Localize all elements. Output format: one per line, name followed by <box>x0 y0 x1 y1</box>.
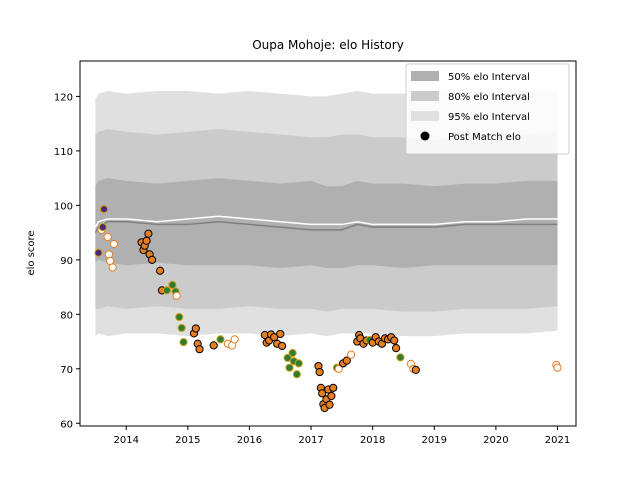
post-match-elo-point <box>347 350 356 359</box>
post-match-elo-point <box>108 263 117 272</box>
y-axis-label: elo score <box>26 230 37 275</box>
x-tick-label: 2021 <box>545 435 570 446</box>
post-match-elo-point <box>329 383 338 392</box>
post-match-elo-point <box>318 389 327 398</box>
post-match-elo-point <box>177 323 186 333</box>
chart-title: Oupa Mohoje: elo History <box>252 38 404 52</box>
legend-swatch <box>411 71 439 81</box>
post-match-elo-point <box>325 400 334 409</box>
post-match-elo-point <box>175 312 184 322</box>
post-match-elo-point <box>276 329 285 339</box>
post-match-elo-point <box>292 370 301 379</box>
post-match-elo-point <box>285 363 294 372</box>
post-match-elo-point <box>155 266 165 275</box>
legend-swatch <box>411 91 439 101</box>
post-match-elo-point <box>294 359 303 368</box>
legend-label: 80% elo Interval <box>448 92 530 103</box>
post-match-elo-point <box>315 367 324 377</box>
y-tick-label: 120 <box>54 92 73 103</box>
legend-label: Post Match elo <box>448 132 521 143</box>
post-match-elo-point <box>99 205 109 214</box>
x-tick-label: 2020 <box>483 435 508 446</box>
post-match-elo-point <box>172 291 181 300</box>
post-match-elo-point <box>334 364 343 373</box>
legend-label: 50% elo Interval <box>448 72 530 83</box>
post-match-elo-point <box>209 341 218 350</box>
post-match-elo-point <box>98 223 107 232</box>
y-tick-label: 90 <box>60 256 73 267</box>
x-tick-label: 2014 <box>113 435 138 446</box>
post-match-elo-point <box>411 365 420 374</box>
x-tick-label: 2019 <box>422 435 447 446</box>
legend-swatch <box>411 111 439 121</box>
y-tick-label: 70 <box>60 365 73 376</box>
y-tick-label: 110 <box>54 147 73 158</box>
post-match-elo-point <box>283 353 292 363</box>
post-match-elo-point <box>103 232 112 242</box>
post-match-elo-point <box>142 236 151 245</box>
post-match-elo-point <box>391 343 401 353</box>
y-tick-label: 100 <box>54 201 73 212</box>
y-tick-label: 60 <box>60 419 73 430</box>
x-tick-label: 2017 <box>298 435 323 446</box>
post-match-elo-point <box>216 335 225 344</box>
x-tick-label: 2016 <box>237 435 262 446</box>
post-match-elo-point <box>390 336 399 345</box>
post-match-elo-point <box>179 338 188 347</box>
post-match-elo-point <box>230 335 239 344</box>
post-match-elo-point <box>342 356 351 365</box>
post-match-elo-point <box>269 333 279 342</box>
legend-label: 95% elo Interval <box>448 112 530 123</box>
post-match-elo-point <box>162 286 171 295</box>
post-match-elo-point <box>288 348 297 358</box>
post-match-elo-point <box>277 341 287 351</box>
post-match-elo-point <box>144 229 153 238</box>
post-match-elo-point <box>109 239 118 249</box>
post-match-elo-point <box>195 345 204 354</box>
legend: 50% elo Interval 80% elo Interval 95% elo … <box>405 63 570 155</box>
post-match-elo-point <box>104 250 114 259</box>
band-50-interval <box>95 178 558 269</box>
post-match-elo-point <box>168 280 177 290</box>
post-match-elo-point <box>191 324 200 333</box>
post-match-elo-point <box>553 363 562 372</box>
post-match-elo-point <box>327 391 336 401</box>
plot-frame <box>79 60 577 427</box>
legend-point-marker <box>420 131 430 141</box>
mean-elo-line <box>94 215 558 228</box>
median-elo-line <box>94 220 558 233</box>
x-tick-label: 2018 <box>360 435 385 446</box>
legend-box <box>405 63 570 155</box>
post-match-elo-point <box>94 248 103 257</box>
x-tick-label: 2015 <box>175 435 200 446</box>
post-match-elo-point <box>147 255 157 264</box>
y-tick-label: 80 <box>60 310 73 321</box>
post-match-elo-point <box>396 353 405 362</box>
